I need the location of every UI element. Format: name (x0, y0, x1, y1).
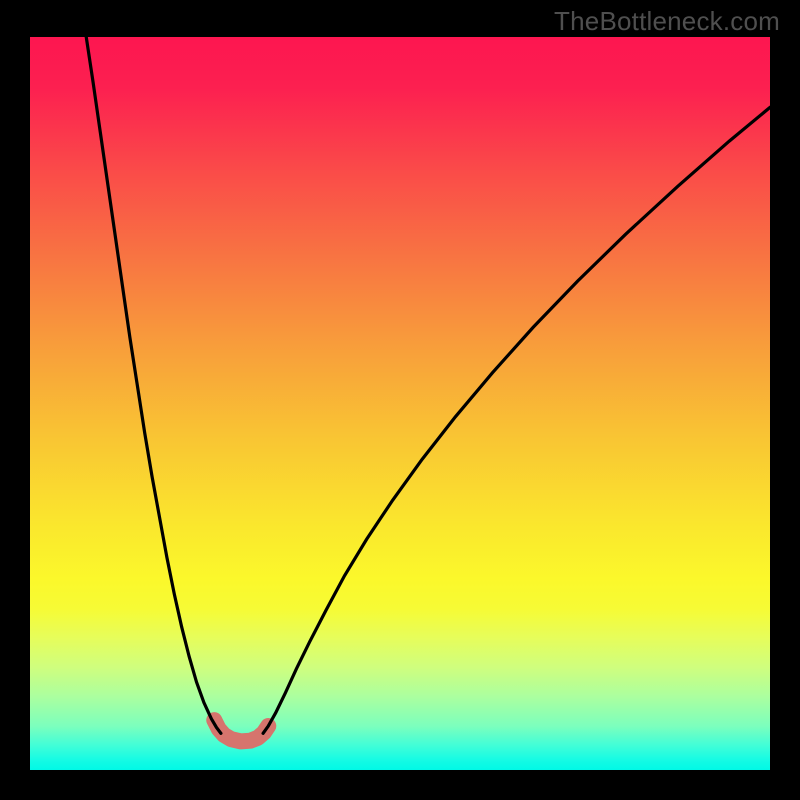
plot-curves (30, 37, 770, 770)
trough-highlight (214, 720, 268, 741)
curve-right (263, 107, 770, 733)
plot-area (30, 37, 770, 770)
curve-left (86, 37, 221, 733)
watermark-text: TheBottleneck.com (554, 6, 780, 37)
